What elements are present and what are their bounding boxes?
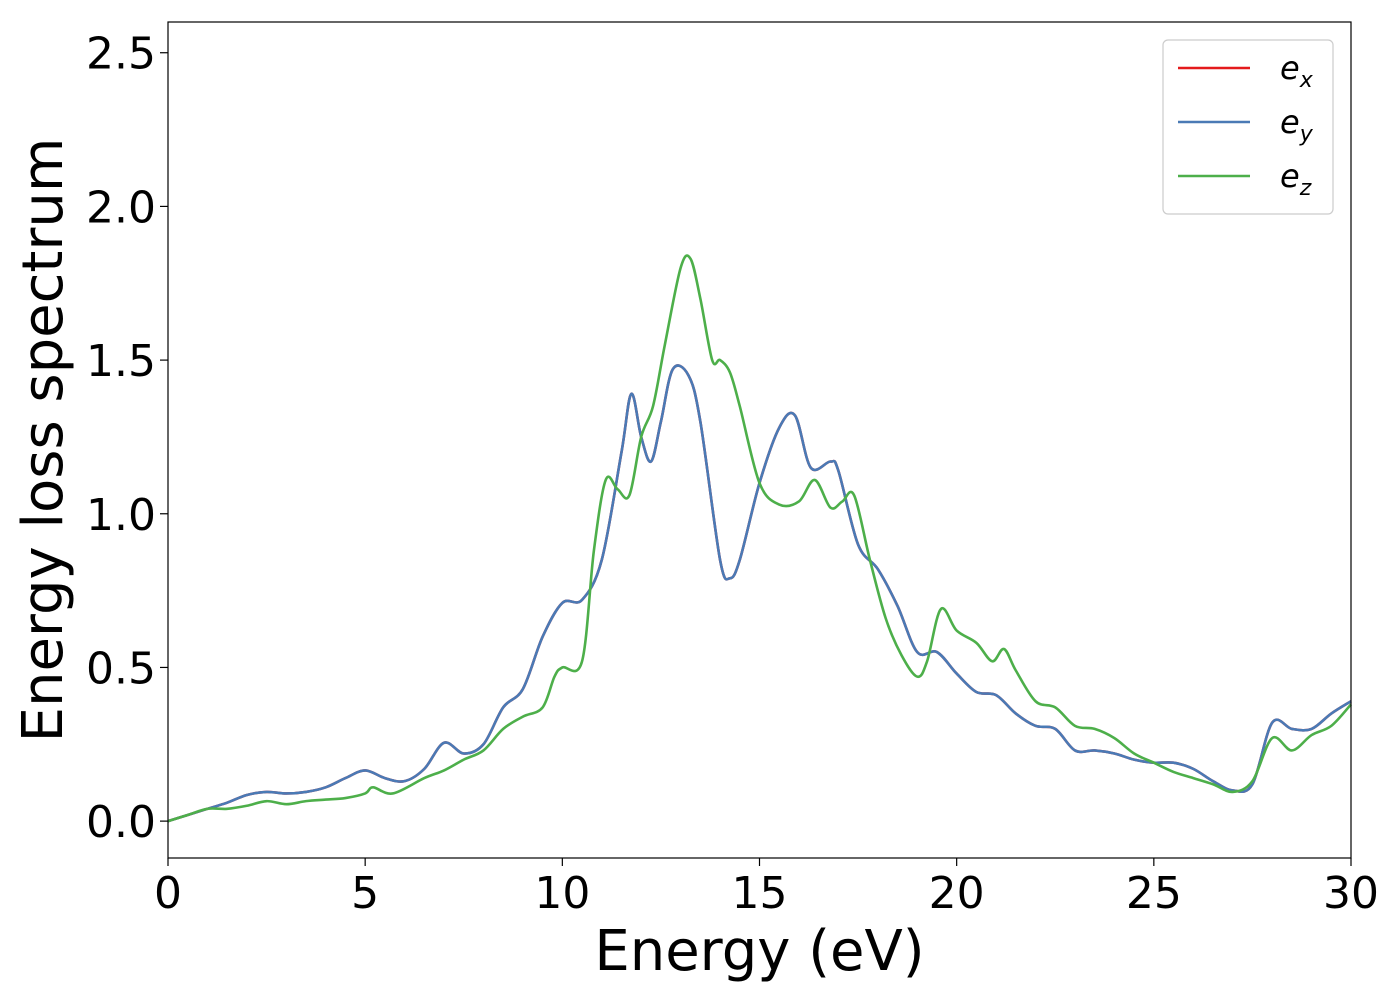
y-tick-label: 2.0	[86, 182, 156, 233]
legend: ex ey ez	[1162, 39, 1334, 215]
y-tick-label: 0.5	[86, 643, 156, 694]
x-tick-label: 0	[154, 868, 182, 919]
legend-box	[1162, 39, 1334, 215]
series-line-e-z	[167, 254, 1352, 823]
series-layer	[167, 254, 1352, 823]
x-tick-label: 25	[1126, 868, 1182, 919]
series-line-e-y	[167, 364, 1352, 823]
x-tick-label: 10	[534, 868, 590, 919]
x-tick-label: 30	[1323, 868, 1379, 919]
y-axis-title: Energy loss spectrum	[11, 138, 76, 743]
legend-label-e-x: ex	[1280, 49, 1314, 93]
y-tick-label: 0.0	[86, 797, 156, 848]
legend-label-e-y: ey	[1280, 103, 1314, 147]
x-tick-label: 15	[732, 868, 788, 919]
legend-label-e-z: ez	[1280, 157, 1312, 201]
x-axis: 0 5 10 15 20 25 30	[154, 858, 1379, 919]
x-axis-title: Energy (eV)	[594, 919, 924, 984]
x-tick-label: 20	[929, 868, 985, 919]
x-tick-label: 5	[351, 868, 379, 919]
y-tick-label: 2.5	[86, 29, 156, 80]
y-axis: 0.0 0.5 1.0 1.5 2.0 2.5	[86, 29, 168, 848]
y-tick-label: 1.0	[86, 490, 156, 541]
y-tick-label: 1.5	[86, 336, 156, 387]
